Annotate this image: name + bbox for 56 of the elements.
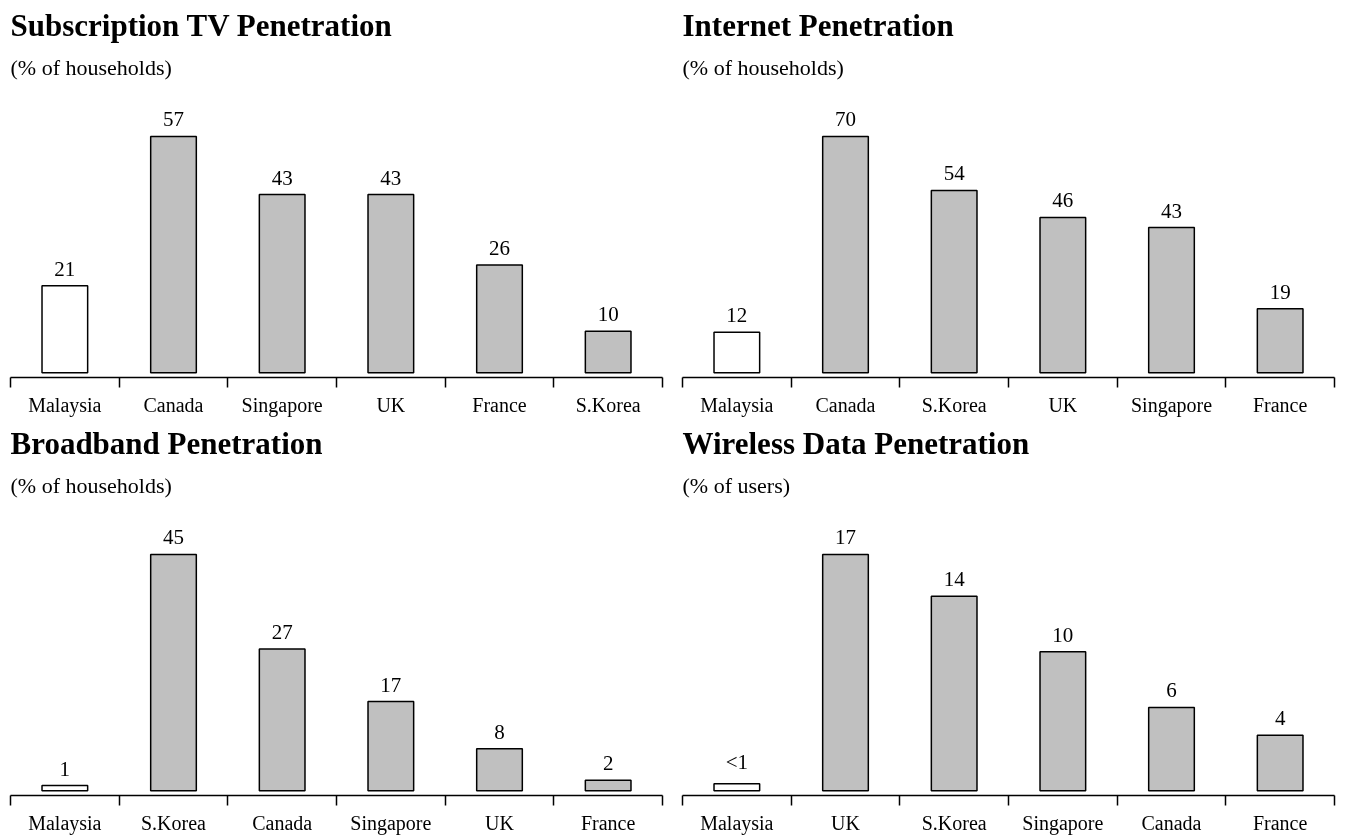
data-label: 45 xyxy=(163,525,184,550)
data-label: 14 xyxy=(943,567,966,592)
data-label: 2 xyxy=(602,751,614,776)
x-tick-label: UK xyxy=(485,811,515,834)
x-tick-label: UK xyxy=(1048,393,1078,416)
x-tick-label: Malaysia xyxy=(28,393,102,417)
data-label: <1 xyxy=(725,749,749,774)
data-label: 8 xyxy=(494,719,505,744)
data-label: 26 xyxy=(489,235,510,260)
x-tick-label: Singapore xyxy=(350,811,432,835)
chart-title: Subscription TV Penetration xyxy=(10,7,392,43)
x-tick-label: UK xyxy=(376,393,406,416)
data-label: 1 xyxy=(59,756,71,781)
data-label: 12 xyxy=(726,303,748,328)
x-tick-label: Singapore xyxy=(241,393,323,417)
chart-subtitle: (% of households) xyxy=(10,54,172,80)
x-tick-label: France xyxy=(1252,811,1308,834)
chart-subtitle: (% of households) xyxy=(10,472,172,498)
x-tick-label: S.Korea xyxy=(575,393,641,416)
x-tick-label: Malaysia xyxy=(28,811,102,835)
x-tick-label: Malaysia xyxy=(700,393,774,417)
data-label: 17 xyxy=(380,672,402,697)
data-label: 43 xyxy=(271,165,293,190)
data-label: 6 xyxy=(1166,678,1177,703)
data-label: 17 xyxy=(835,525,856,550)
data-label: 27 xyxy=(271,620,293,644)
chart-subtitle: (% of households) xyxy=(682,54,844,80)
data-label: 19 xyxy=(1269,279,1291,304)
x-tick-label: Canada xyxy=(1141,811,1202,834)
x-tick-label: France xyxy=(1252,393,1308,416)
data-label: 70 xyxy=(835,107,856,132)
x-tick-label: Canada xyxy=(143,393,204,416)
chart-title: Internet Penetration xyxy=(682,7,954,43)
chart-subtitle: (% of users) xyxy=(682,472,791,498)
data-label: 10 xyxy=(1052,622,1074,647)
x-tick-label: UK xyxy=(831,811,861,834)
x-tick-label: Canada xyxy=(252,811,313,834)
x-tick-label: Canada xyxy=(815,393,876,416)
x-tick-label: France xyxy=(472,393,527,416)
data-label: 21 xyxy=(54,256,76,281)
x-tick-label: S.Korea xyxy=(921,393,987,416)
data-label: 46 xyxy=(1052,188,1074,213)
data-label: 43 xyxy=(1161,198,1182,223)
data-label: 43 xyxy=(380,165,402,190)
x-tick-label: Singapore xyxy=(1022,811,1104,835)
x-tick-label: Malaysia xyxy=(700,811,774,835)
data-label: 10 xyxy=(597,302,619,327)
data-label: 4 xyxy=(1274,706,1286,731)
x-tick-label: S.Korea xyxy=(141,811,207,834)
data-label: 57 xyxy=(163,107,184,132)
x-tick-label: Singapore xyxy=(1130,393,1213,417)
data-label: 54 xyxy=(943,161,966,186)
x-tick-label: France xyxy=(580,811,636,834)
chart-title: Broadband Penetration xyxy=(10,425,323,461)
x-tick-label: S.Korea xyxy=(921,811,987,834)
chart-title: Wireless Data Penetration xyxy=(682,425,1030,461)
